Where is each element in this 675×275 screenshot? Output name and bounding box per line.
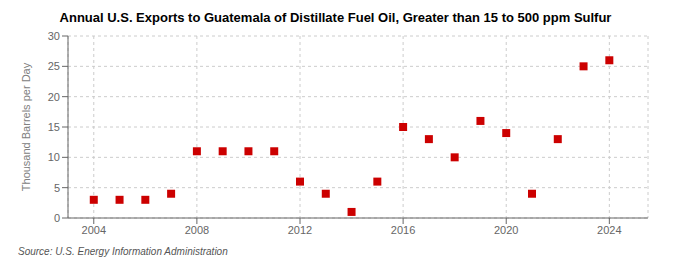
html-text:Annual U.S. Exports to Guatema: Annual U.S. Exports to Guatemala of Dist…	[59, 10, 612, 25]
svg-text:2016: 2016	[391, 224, 415, 236]
svg-text:2024: 2024	[597, 224, 621, 236]
svg-text:0: 0	[54, 212, 60, 224]
svg-text:30: 30	[48, 30, 60, 42]
svg-text:2012: 2012	[288, 224, 312, 236]
svg-text:15: 15	[48, 121, 60, 133]
svg-text:2004: 2004	[82, 224, 106, 236]
svg-text:5: 5	[54, 182, 60, 194]
svg-text:25: 25	[48, 60, 60, 72]
svg-text:20: 20	[48, 91, 60, 103]
svg-text:2008: 2008	[185, 224, 209, 236]
html-text:Source: U.S. Energy Informatio: Source: U.S. Energy Information Administ…	[18, 246, 228, 257]
svg-text:2020: 2020	[494, 224, 518, 236]
svg-text:10: 10	[48, 151, 60, 163]
svg-text:Thousand Barrels per Day: Thousand Barrels per Day	[20, 62, 32, 191]
